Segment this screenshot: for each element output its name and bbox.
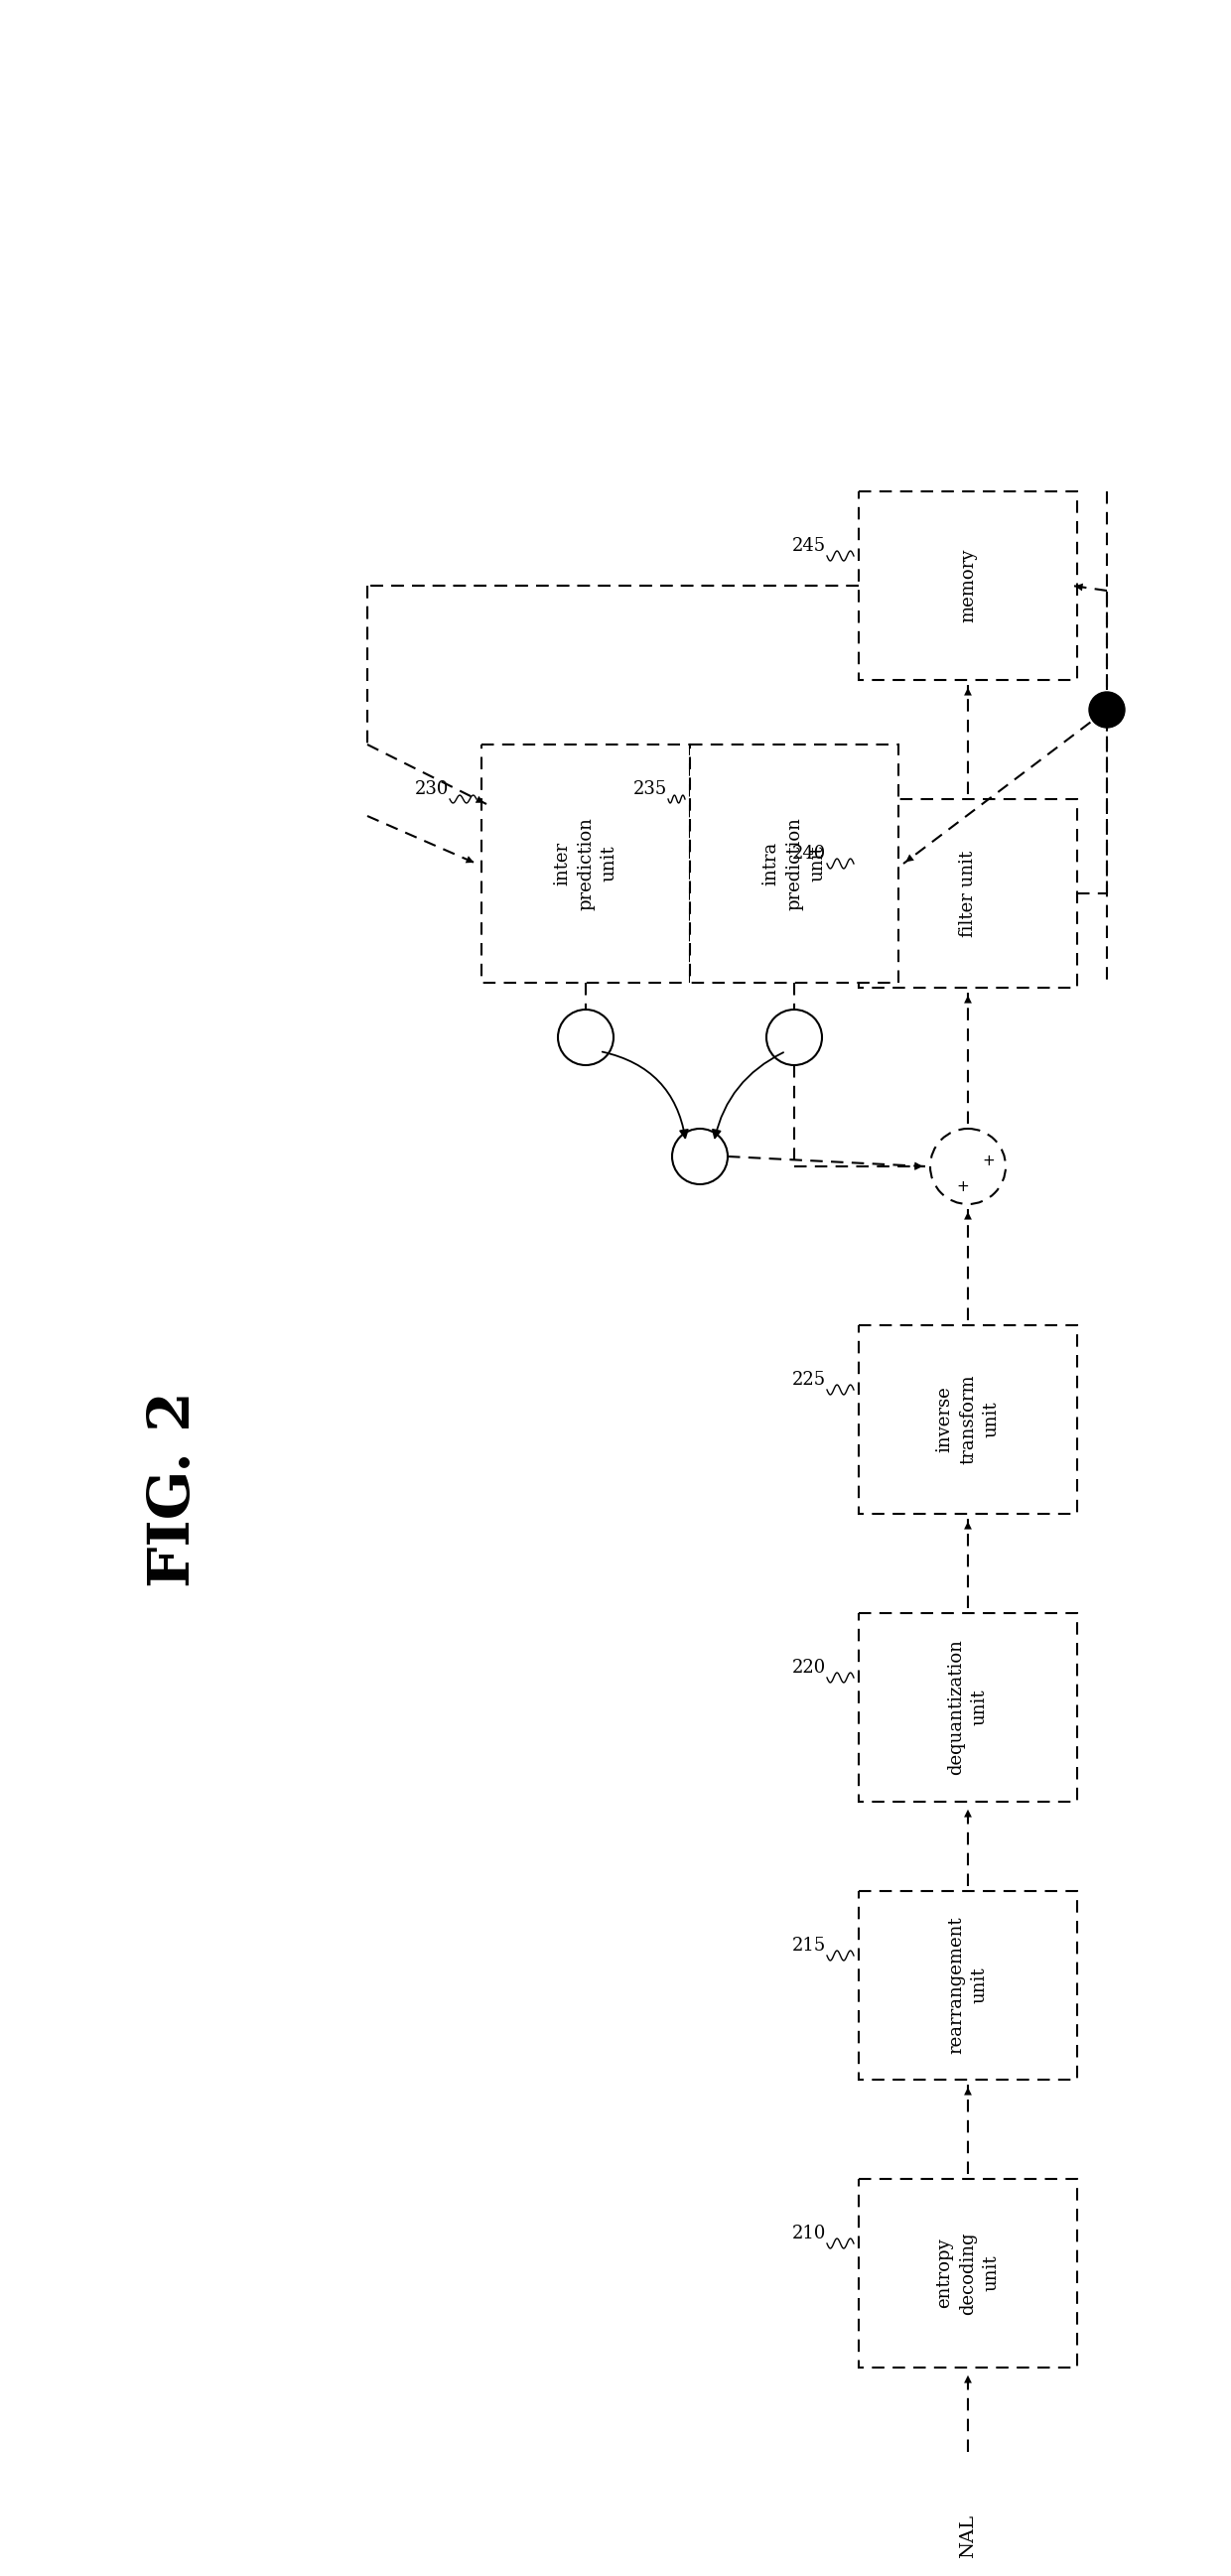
Bar — [859, 1891, 1077, 2079]
Circle shape — [931, 1128, 1006, 1203]
Text: 210: 210 — [792, 2226, 826, 2244]
Text: +: + — [982, 1154, 995, 1167]
Circle shape — [672, 1128, 728, 1185]
Text: rearrangement
unit: rearrangement unit — [948, 1917, 988, 2053]
Text: 240: 240 — [792, 845, 826, 863]
Text: entropy
decoding
unit: entropy decoding unit — [936, 2231, 1001, 2316]
Bar — [689, 744, 899, 984]
Text: filter unit: filter unit — [959, 850, 977, 938]
Bar — [859, 1324, 1077, 1515]
Bar — [859, 492, 1077, 680]
Bar — [859, 799, 1077, 987]
Circle shape — [767, 1010, 822, 1064]
Text: 220: 220 — [792, 1659, 826, 1677]
Text: 245: 245 — [792, 536, 826, 554]
Text: +: + — [956, 1180, 969, 1195]
Text: dequantization
unit: dequantization unit — [948, 1638, 988, 1775]
Text: memory: memory — [959, 549, 977, 623]
Text: inverse
transform
unit: inverse transform unit — [936, 1376, 1001, 1466]
Text: FIG. 2: FIG. 2 — [146, 1391, 202, 1587]
Text: NAL: NAL — [959, 2514, 977, 2558]
Bar — [859, 1613, 1077, 1801]
Circle shape — [1089, 693, 1125, 726]
Text: 230: 230 — [415, 781, 449, 799]
Text: intra
prediction
unit: intra prediction unit — [762, 817, 826, 909]
Text: 215: 215 — [792, 1937, 826, 1955]
Text: 235: 235 — [633, 781, 667, 799]
Bar — [859, 2179, 1077, 2367]
Text: inter
prediction
unit: inter prediction unit — [554, 817, 618, 909]
Text: 225: 225 — [792, 1370, 826, 1388]
Bar — [481, 744, 689, 984]
Circle shape — [558, 1010, 613, 1064]
